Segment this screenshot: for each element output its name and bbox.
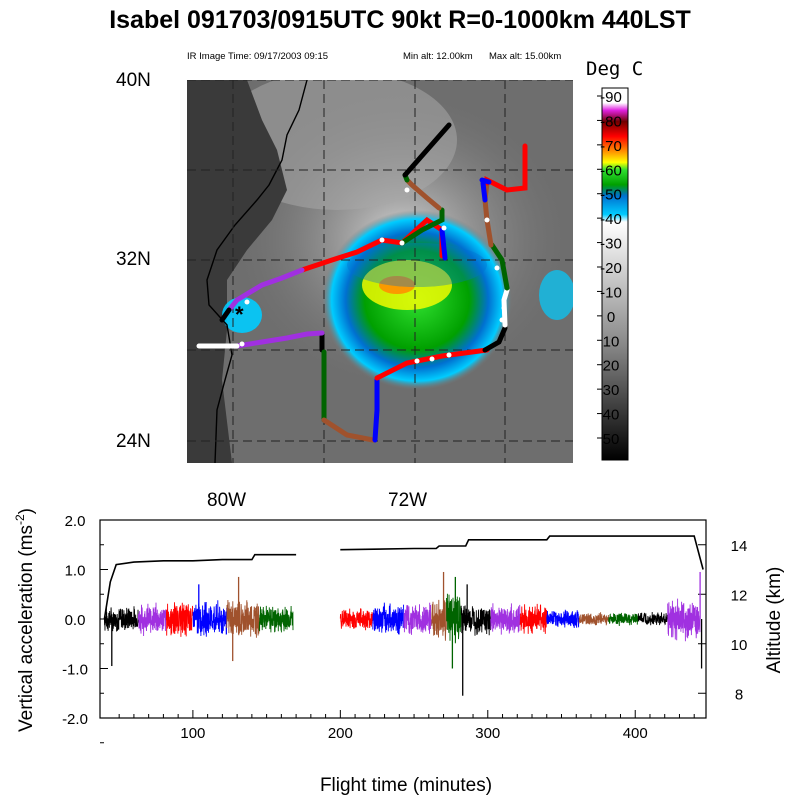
lat-label-32n: 32N (116, 249, 151, 270)
y-tick-label: 1.0 (65, 563, 86, 580)
acceleration-segment (137, 602, 167, 637)
max-altitude: Max alt: 15.00km (489, 51, 562, 62)
y2-tick-label: 10 (731, 637, 748, 654)
colorbar-tick-label: 30 (603, 382, 620, 399)
acceleration-segment (490, 603, 521, 635)
colorbar-unit: Deg C (586, 58, 644, 80)
y-tick-label: -2.0 (62, 711, 88, 728)
storm-center-marker: * (235, 302, 244, 327)
lat-label-24n: 24N (116, 431, 151, 452)
acceleration-segment (403, 602, 433, 635)
colorbar-ticks: -90 -80 -70 -60 -50 -40 -30 -20 -10 0 10 20 30 40 50 (597, 89, 622, 448)
y2-tick-label: 12 (731, 587, 748, 604)
acceleration-segment (608, 612, 639, 627)
x-axis-label: Flight time (minutes) (320, 775, 492, 796)
rain-band (347, 243, 487, 287)
ir-satellite-map: * (187, 80, 573, 463)
lat-label-40n: 40N (116, 70, 151, 91)
acceleration-segment (431, 599, 447, 641)
acceleration-segment (546, 609, 580, 629)
colorbar-tick-label: 10 (603, 333, 620, 350)
land-mass (187, 80, 287, 463)
colorbar-tick-label: -20 (600, 260, 622, 277)
colorbar-tick-label: -90 (600, 89, 622, 106)
coastline (206, 80, 308, 463)
acceleration-segment (519, 603, 548, 634)
acceleration-segment (165, 602, 194, 637)
acceleration-segment (578, 612, 610, 626)
acceleration-segment (446, 593, 462, 644)
acceleration-segment (258, 605, 294, 633)
colorbar-tick-label: 40 (603, 407, 620, 424)
colorbar-tick-label: 0 (607, 309, 615, 326)
y-tick-label: 2.0 (65, 513, 86, 530)
altitude-line (340, 535, 704, 570)
colorbar-tick-label: -50 (600, 187, 622, 204)
convective-cell-east (539, 270, 573, 320)
lat-lon-grid (187, 80, 573, 463)
chart-title: Isabel 091703/0915UTC 90kt R=0-1000km 44… (109, 6, 691, 34)
cold-cloud-top-orange (379, 276, 415, 294)
x-tick-label: 200 (328, 725, 353, 742)
lon-label-72w: 72W (388, 490, 428, 511)
acceleration-segment (460, 605, 492, 636)
acceleration-segment (372, 602, 405, 635)
colorbar-tick-label: 50 (603, 431, 620, 448)
acceleration-segment (226, 599, 260, 638)
acceleration-segment (339, 608, 374, 631)
map-canvas: * (187, 80, 573, 463)
colorbar-tick-label: -60 (600, 162, 622, 179)
ir-image-time: IR Image Time: 09/17/2003 09:15 (187, 51, 329, 62)
acceleration-segment (192, 600, 228, 637)
colorbar-tick-label: -10 (600, 284, 622, 301)
colorbar-tick-label: -30 (600, 236, 622, 253)
acceleration-segment (667, 598, 701, 642)
y2-tick-label: 14 (731, 538, 748, 555)
timeseries-plot-area: 2.0 1.0 0.0 -1.0 -2.0 8 10 12 14 100 200 300 400 (62, 513, 748, 744)
acceleration-segment (637, 611, 668, 626)
colorbar-tick-label: -40 (600, 211, 622, 228)
colorbar-tick-label: 20 (603, 358, 620, 375)
lon-label-80w: 80W (207, 490, 247, 511)
track-waypoints (239, 187, 507, 364)
y-axis-label-left: Vertical acceleration (ms-2) (13, 508, 37, 732)
acceleration-segment (103, 606, 139, 632)
x-tick-label: 100 (180, 725, 205, 742)
colorbar-tick-label: -70 (600, 138, 622, 155)
min-altitude: Min alt: 12.00km (403, 51, 473, 62)
x-tick-label: 400 (623, 725, 648, 742)
flight-track (196, 122, 528, 443)
altitude-line (103, 553, 297, 620)
y-tick-label: 0.0 (65, 612, 86, 629)
timeseries-chart: 2.0 1.0 0.0 -1.0 -2.0 8 10 12 14 100 200 300 400 Fli… (13, 508, 785, 796)
colorbar-tick-label: -80 (600, 113, 622, 130)
colorbar: -90 -80 -70 -60 -50 -40 -30 -20 -10 0 10 20 30 40 50 (597, 87, 629, 461)
y-axis-label-right: Altitude (km) (764, 567, 785, 674)
x-tick-label: 300 (475, 725, 500, 742)
y-tick-label: -1.0 (62, 662, 88, 679)
y2-tick-label: 8 (735, 686, 743, 703)
